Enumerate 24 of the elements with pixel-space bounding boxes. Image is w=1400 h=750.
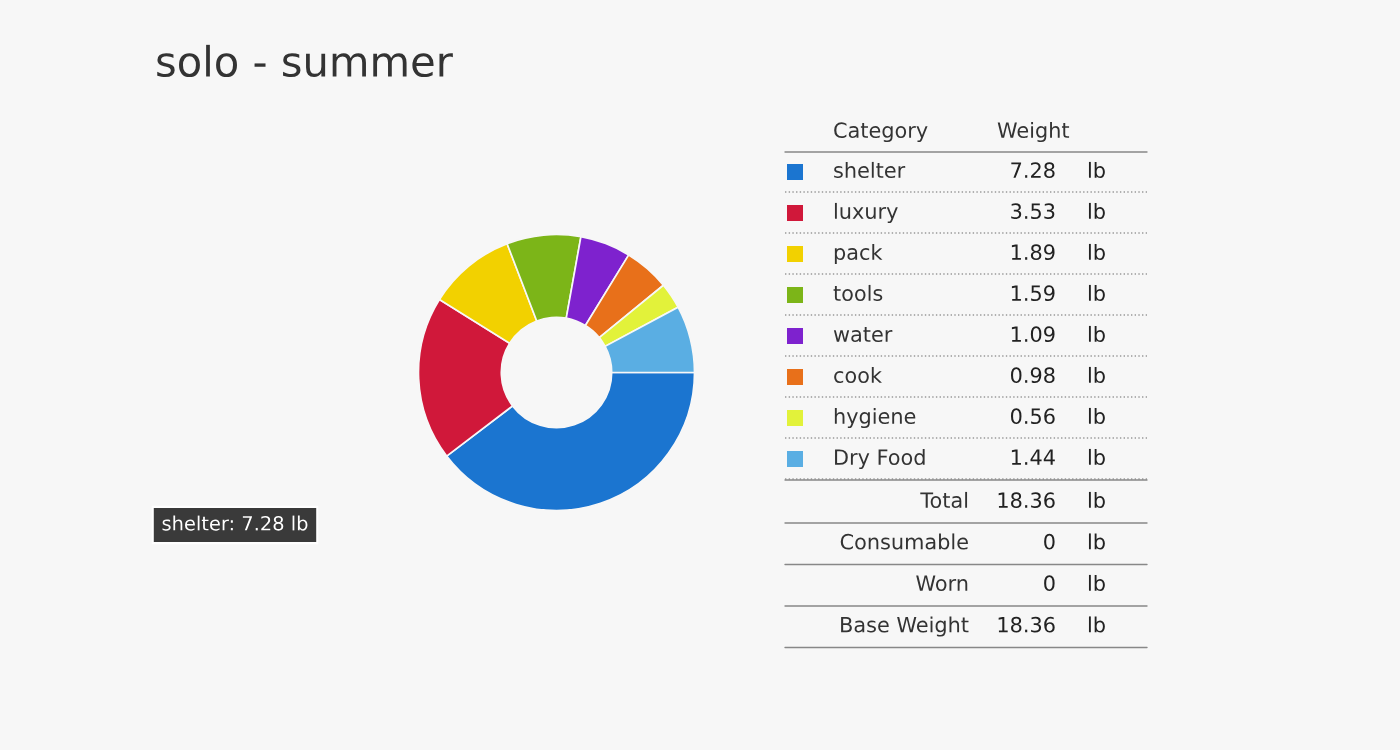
- text: 1.59 lb: [1011, 284, 1105, 302]
- legend-label: shelter: [834, 161, 906, 179]
- legend-label: Dry Food: [835, 448, 925, 470]
- legend-label: water: [833, 327, 893, 343]
- text: Weight: [997, 121, 1070, 143]
- legend-label: tools: [833, 284, 883, 302]
- text: 7.28 lb: [1011, 161, 1105, 179]
- text: Base Weight 18.36 lb: [841, 616, 1105, 637]
- text: 1.89 lb: [1011, 243, 1105, 261]
- legend-label: luxury: [834, 202, 898, 224]
- text: 1.09 lb: [1011, 325, 1105, 343]
- text: Worn 0 lb: [916, 574, 1105, 592]
- text: Total 18.36 lb: [920, 491, 1105, 509]
- text: Consumable 0 lb: [840, 533, 1105, 550]
- text: 0.56 lb: [1010, 407, 1105, 425]
- legend-label: hygiene: [834, 407, 916, 429]
- text: 3.53 lb: [1011, 202, 1105, 220]
- chart-title: solo - summer: [157, 44, 453, 78]
- text: shelter: 7.28 lb: [162, 515, 308, 531]
- text: 0.98 lb: [1010, 366, 1105, 384]
- text: Category: [834, 122, 928, 143]
- legend-label: cook: [834, 366, 882, 384]
- legend-label: pack: [834, 243, 883, 265]
- text: 1.44 lb: [1011, 448, 1105, 466]
